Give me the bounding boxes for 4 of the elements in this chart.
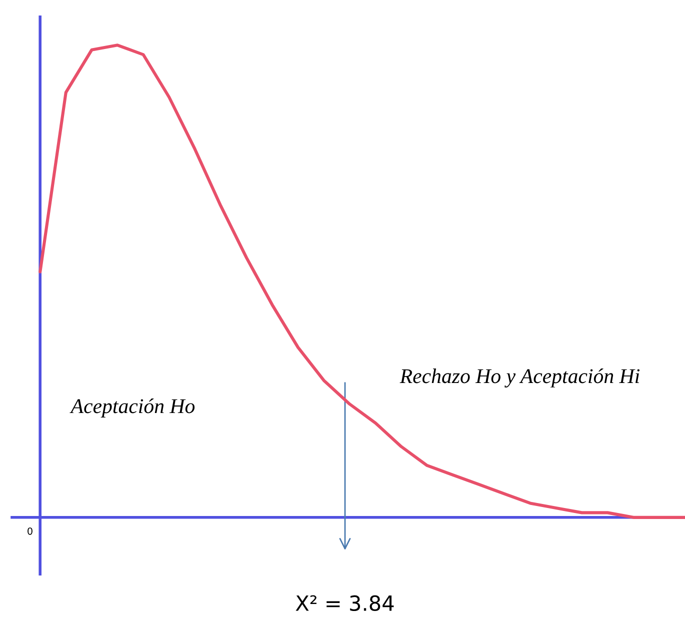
annotation: Aceptación Ho bbox=[70, 398, 195, 418]
text: X² = 3.84 bbox=[296, 595, 394, 612]
annotation: Rechazo Ho y Aceptación Hi bbox=[400, 368, 640, 388]
text: 0 bbox=[28, 527, 32, 535]
